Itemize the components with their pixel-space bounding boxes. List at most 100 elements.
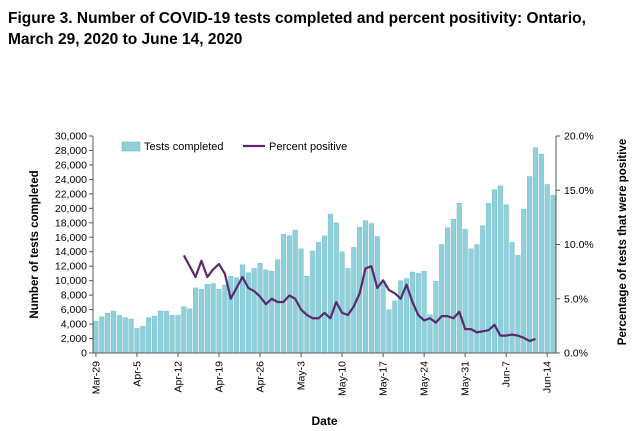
y-tick-label: 22,000	[55, 188, 87, 200]
bar-May-5	[310, 250, 316, 354]
x-tick-label: Apr-12	[172, 361, 184, 393]
bar-Apr-30	[280, 234, 287, 354]
bar-May-28	[445, 227, 451, 354]
y-tick-label: 30,000	[55, 131, 87, 143]
bar-May-8	[327, 213, 333, 354]
y-tick-label: 26,000	[55, 159, 87, 171]
bar-May-17	[380, 281, 386, 354]
y2-tick-label: 0.0%	[564, 348, 588, 360]
y2-tick-label: 5.0%	[564, 293, 588, 305]
bar-May-9	[333, 222, 339, 354]
bar-May-19	[392, 300, 398, 354]
y-tick-label: 24,000	[55, 174, 87, 186]
bar-Apr-8	[152, 315, 158, 354]
bar-Jun-13	[538, 153, 544, 354]
x-tick-label: May-24	[419, 361, 431, 396]
y-tick-label: 16,000	[55, 232, 87, 244]
bar-Apr-29	[275, 259, 281, 354]
bar-Apr-20	[222, 284, 228, 354]
x-tick-label: May-10	[337, 361, 349, 396]
bar-Jun-10	[521, 208, 527, 354]
bar-Jun-9	[515, 255, 521, 354]
bar-Apr-12	[175, 315, 181, 354]
bar-Jun-2	[474, 244, 480, 354]
line-layer	[182, 254, 536, 343]
y-tick-label: 28,000	[55, 145, 87, 157]
bar-May-27	[439, 244, 445, 354]
axes-layer: 0 2,000 4,000 6,000 8,000 10,000 12,000 14,000 1…	[29, 131, 629, 429]
bar-May-16	[374, 236, 380, 354]
bar-May-24	[421, 271, 427, 354]
bar-Jun-14	[544, 184, 550, 354]
bar-Apr-17	[204, 284, 210, 354]
figure-title: Figure 3. Number of COVID-19 tests compl…	[8, 10, 586, 48]
x-tick-label: Apr-19	[214, 361, 226, 393]
bar-Apr-9	[157, 310, 163, 354]
bar-Apr-27	[263, 269, 269, 354]
bar-Apr-5	[134, 328, 140, 354]
y2-tick-label: 20.0%	[564, 131, 594, 143]
y-tick-label: 14,000	[55, 246, 87, 258]
x-tick-label: Apr-5	[131, 361, 143, 387]
y-tick-label: 8,000	[61, 290, 87, 302]
bar-Apr-15	[193, 287, 199, 354]
bar-Apr-7	[146, 317, 152, 354]
bar-Apr-4	[128, 318, 134, 354]
bar-undefined	[550, 195, 556, 354]
bar-May-18	[386, 309, 392, 354]
x-tick-label: May-31	[460, 361, 472, 396]
x-tick-label: Mar-29	[90, 361, 102, 394]
bar-May-3	[298, 248, 304, 354]
y-tick-label: 6,000	[61, 304, 87, 316]
y2-axis-title: Percentage of tests that were positive	[617, 139, 629, 345]
x-tick-label: Apr-26	[255, 361, 267, 393]
bar-Apr-14	[187, 308, 193, 354]
bar-Jun-7	[503, 204, 509, 354]
y-tick-label: 12,000	[55, 261, 87, 273]
x-axis-title: Date	[311, 414, 337, 428]
bar-May-10	[339, 251, 345, 354]
legend-bars-swatch	[121, 141, 141, 152]
bar-Mar-30	[99, 316, 105, 354]
bar-Apr-25	[251, 268, 257, 354]
bar-Apr-19	[216, 289, 222, 354]
bar-May-15	[368, 223, 374, 354]
bar-Jun-11	[527, 176, 533, 354]
bar-May-31	[462, 229, 468, 354]
bar-Apr-26	[257, 263, 263, 354]
x-tick-label: May-3	[296, 361, 308, 390]
bar-May-29	[450, 218, 456, 354]
bar-Jun-1	[468, 248, 474, 354]
bar-May-2	[292, 229, 298, 354]
bar-Mar-31	[105, 313, 111, 354]
y-tick-label: 0	[81, 348, 87, 360]
legend: Tests completed Percent positive	[121, 141, 347, 153]
bar-Apr-10	[163, 310, 169, 354]
bar-Apr-2	[116, 315, 122, 354]
bar-Mar-29	[93, 320, 99, 354]
bar-May-30	[456, 203, 462, 354]
bar-Apr-6	[140, 326, 146, 354]
bar-May-20	[398, 280, 404, 354]
legend-line-label: Percent positive	[269, 141, 347, 153]
bar-Apr-3	[122, 317, 128, 354]
x-tick-label: May-17	[378, 361, 390, 396]
y-axis-title: Number of tests completed	[29, 170, 41, 318]
percent-positive-line	[182, 254, 536, 343]
bar-Jun-12	[532, 147, 539, 354]
bar-May-22	[409, 271, 415, 354]
x-tick-label: Jun-7	[501, 361, 513, 387]
y-tick-label: 10,000	[55, 275, 87, 287]
legend-bars-label: Tests completed	[144, 141, 223, 153]
bar-Apr-18	[210, 283, 216, 354]
y-tick-label: 20,000	[55, 203, 87, 215]
bar-Apr-1	[110, 310, 117, 354]
bar-Apr-28	[269, 271, 275, 354]
bar-Apr-16	[198, 289, 204, 354]
y2-tick-label: 15.0%	[564, 185, 594, 197]
y-tick-label: 4,000	[61, 319, 87, 331]
bar-May-7	[321, 235, 328, 354]
bar-May-6	[316, 242, 322, 354]
bar-May-14	[362, 220, 369, 354]
